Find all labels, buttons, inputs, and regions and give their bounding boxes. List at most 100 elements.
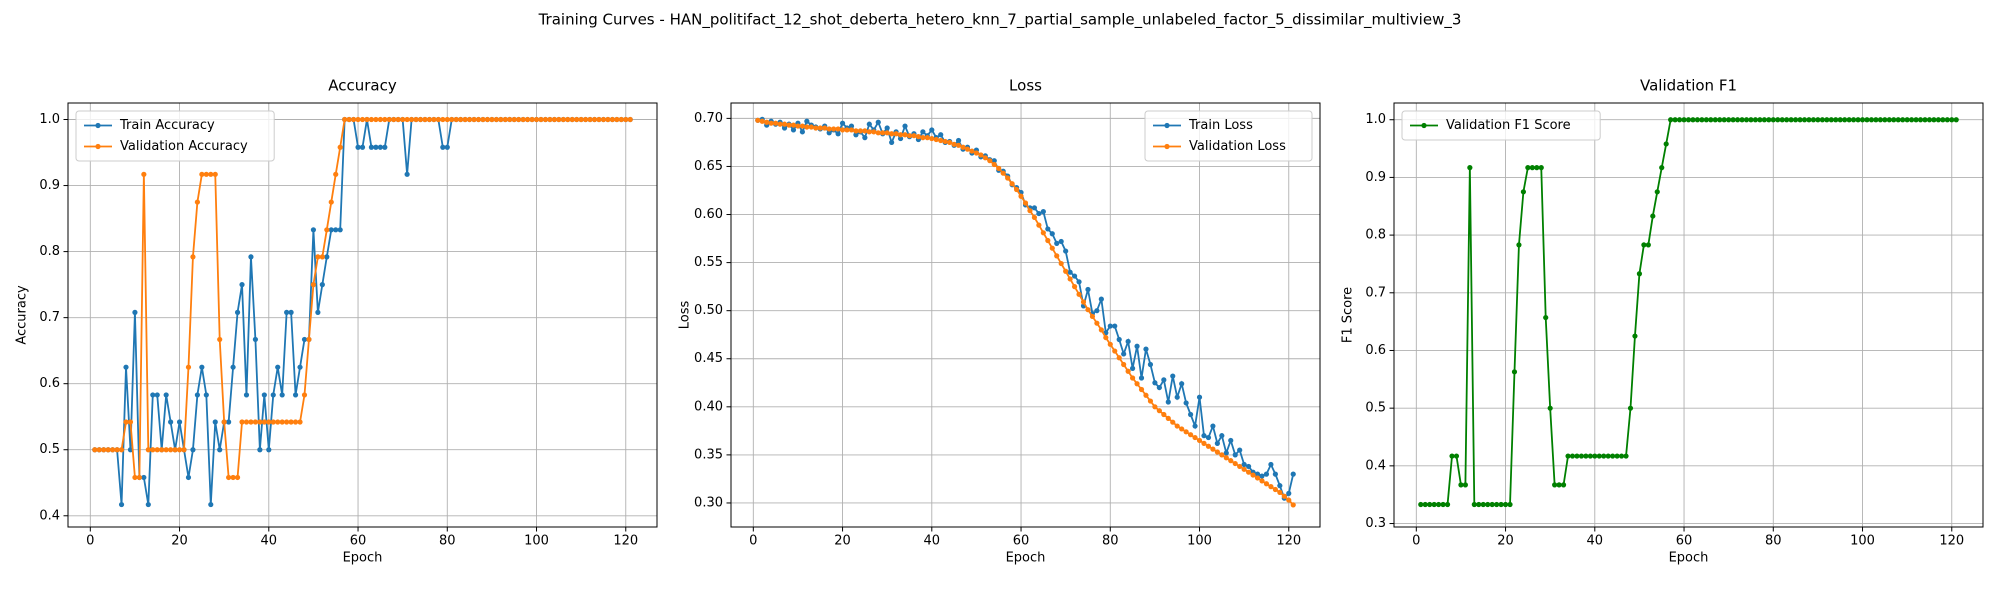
data-point	[1480, 501, 1486, 508]
data-point	[92, 447, 98, 453]
data-point	[1552, 482, 1558, 488]
data-point	[1005, 175, 1011, 181]
data-point	[440, 116, 446, 123]
data-point	[96, 447, 102, 453]
x-axis-label: Epoch	[343, 551, 383, 566]
data-point	[1187, 432, 1194, 438]
x-tick-label: 20	[171, 534, 188, 549]
x-tick-label: 60	[1013, 534, 1030, 549]
data-point	[1712, 117, 1718, 123]
data-point	[1534, 165, 1540, 171]
data-point	[1281, 493, 1287, 499]
data-point	[1743, 117, 1750, 123]
data-point	[391, 116, 397, 123]
data-point	[226, 474, 232, 481]
data-point	[835, 126, 841, 132]
data-point	[1846, 117, 1852, 123]
data-point	[145, 447, 151, 453]
y-tick-label: 0.55	[694, 255, 723, 270]
data-point	[279, 419, 285, 425]
data-point	[1192, 434, 1198, 441]
data-point	[449, 116, 455, 123]
data-point	[1143, 392, 1149, 398]
data-point	[1268, 484, 1274, 490]
data-point	[1449, 453, 1455, 459]
data-point	[1263, 471, 1270, 477]
data-point	[991, 158, 997, 164]
data-point	[1761, 117, 1767, 123]
data-point	[902, 123, 908, 129]
data-point	[1431, 501, 1437, 508]
data-point	[1788, 117, 1794, 123]
data-point	[1730, 117, 1736, 123]
y-tick-label: 1.0	[1365, 112, 1386, 127]
data-point	[1855, 117, 1861, 123]
data-point	[284, 419, 290, 425]
data-point	[248, 419, 254, 425]
data-point	[1165, 415, 1171, 421]
data-point	[1112, 348, 1118, 354]
data-point	[853, 128, 859, 134]
data-point	[853, 132, 859, 138]
data-point	[270, 392, 276, 398]
data-point	[1223, 450, 1229, 456]
data-point	[915, 134, 922, 140]
y-tick-label: 0.8	[39, 244, 60, 259]
data-point	[1516, 242, 1522, 248]
data-point	[1891, 117, 1897, 123]
data-point	[1129, 365, 1136, 371]
data-point	[1129, 375, 1136, 381]
data-point	[1071, 273, 1078, 279]
data-point	[1045, 226, 1051, 232]
data-point	[1138, 386, 1145, 393]
data-point	[542, 116, 549, 123]
data-point	[1116, 355, 1122, 361]
data-point	[1152, 404, 1158, 410]
data-point	[315, 309, 321, 315]
x-tick-label: 120	[1939, 534, 1964, 549]
data-point	[208, 171, 214, 177]
data-point	[1775, 117, 1781, 123]
data-point	[185, 474, 192, 481]
data-point	[1453, 453, 1460, 459]
data-point	[764, 119, 770, 125]
data-point	[1156, 408, 1162, 414]
data-point	[337, 227, 343, 233]
data-point	[1246, 469, 1252, 475]
y-tick-label: 0.4	[1365, 458, 1386, 473]
data-point	[848, 123, 855, 129]
data-point	[1641, 242, 1647, 248]
data-point	[817, 125, 823, 131]
data-point	[475, 116, 482, 123]
data-point	[1063, 248, 1069, 254]
data-point	[1909, 117, 1915, 123]
data-point	[444, 116, 450, 123]
data-point	[893, 131, 899, 137]
data-point	[297, 364, 303, 370]
data-point	[1254, 471, 1261, 477]
data-point	[759, 118, 765, 124]
data-point	[1063, 268, 1069, 274]
data-point	[489, 116, 495, 123]
data-point	[275, 419, 281, 425]
data-point	[114, 447, 120, 453]
y-tick-label: 0.70	[694, 111, 723, 126]
data-point	[1071, 284, 1078, 290]
data-point	[795, 123, 801, 129]
data-point	[1232, 452, 1238, 458]
data-point	[1703, 117, 1709, 123]
data-point	[101, 447, 107, 453]
data-point	[880, 130, 886, 136]
data-point	[831, 126, 837, 132]
data-point	[199, 364, 205, 370]
y-tick-label: 0.30	[694, 495, 723, 510]
x-tick-label: 60	[350, 534, 367, 549]
data-point	[790, 127, 797, 133]
data-point	[1210, 446, 1216, 452]
data-point	[1031, 205, 1038, 211]
subplot: 0 20 40 60 80 100 120 0.4 0.5 0.6 0.7 0.8 0.9 1.0 Accu…	[15, 77, 658, 566]
y-tick-label: 0.9	[39, 178, 60, 193]
data-point	[319, 254, 325, 260]
data-point	[1103, 334, 1109, 341]
data-point	[862, 135, 868, 141]
